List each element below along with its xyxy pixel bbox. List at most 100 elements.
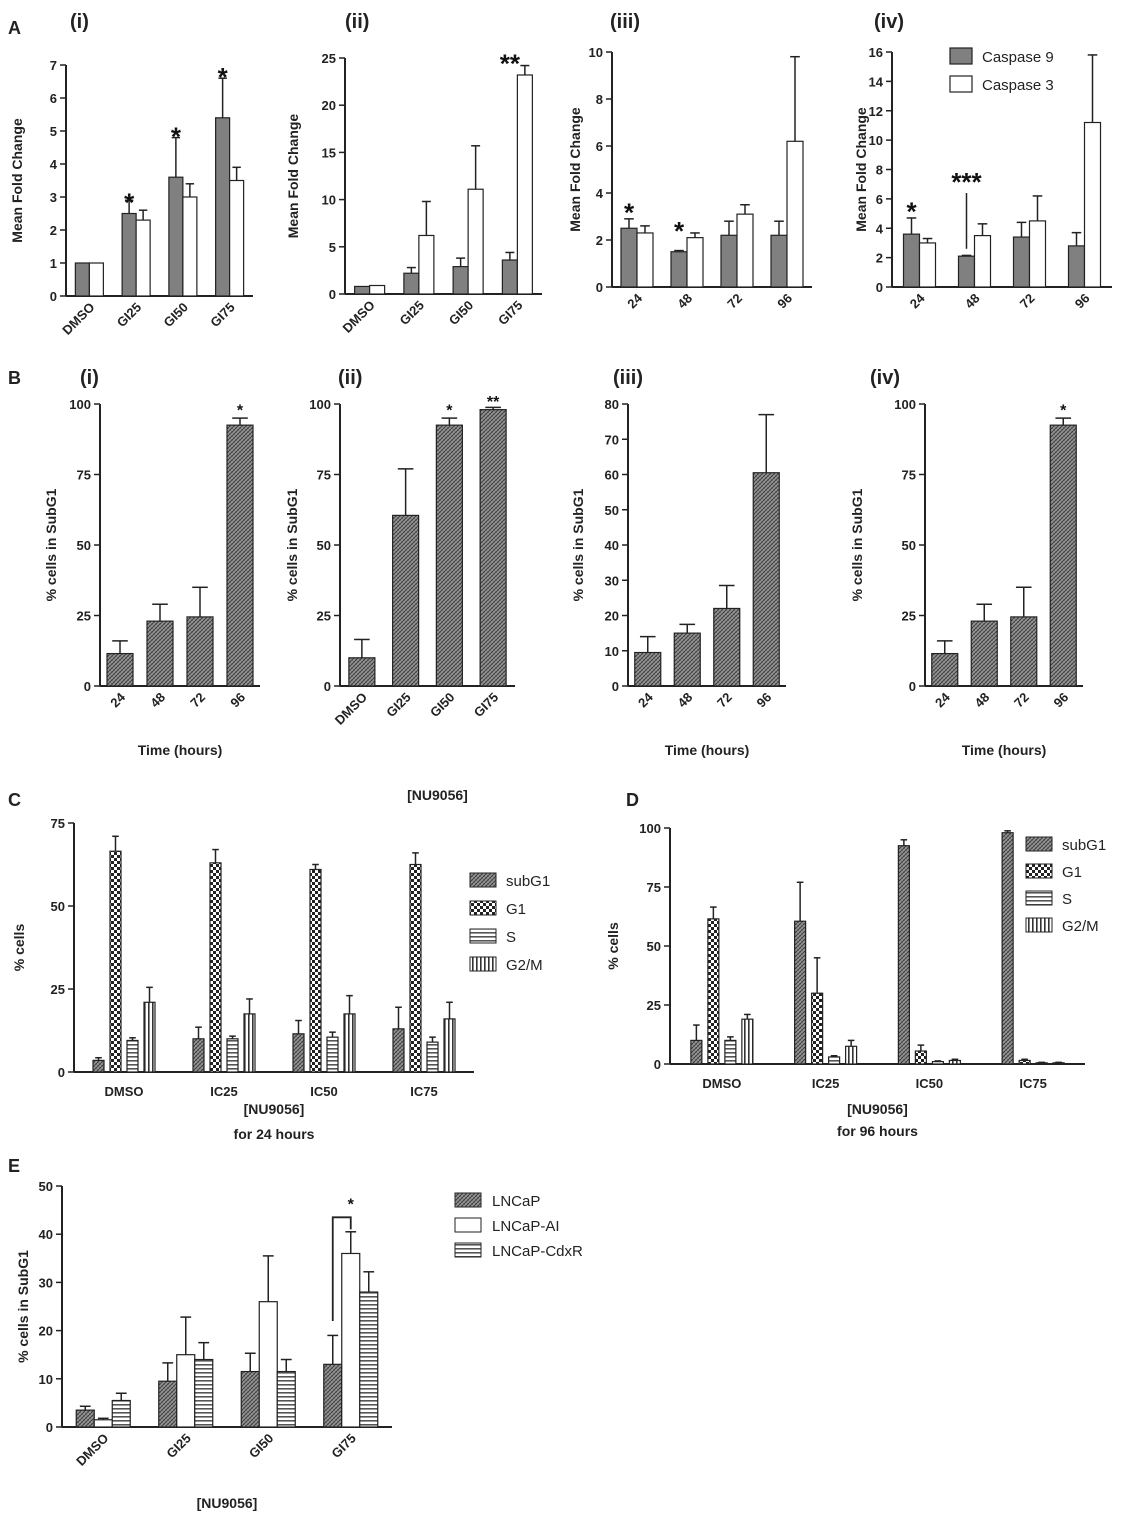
bar-E-s0-c2 xyxy=(240,1370,260,1428)
y-tick-label-A-iii: 4 xyxy=(596,186,604,201)
x-axis-label-E: [NU9056] xyxy=(197,1495,258,1511)
x-tick-label-C: IC25 xyxy=(210,1084,237,1099)
subtitle-B-iv: (iv) xyxy=(870,367,900,389)
bar-B-iii-s0-c0 xyxy=(634,651,662,687)
legend-swatch-g2m-C xyxy=(469,956,497,972)
y-tick-label-B-iv: 100 xyxy=(894,397,916,412)
y-tick-label-A-i: 3 xyxy=(50,190,57,205)
bar-B-iv-s0-c1 xyxy=(970,620,998,687)
bar-A-iii-s1-c2 xyxy=(736,213,754,288)
bar-D-s2-c1 xyxy=(828,1056,841,1065)
x-tick-label-A-iv: 72 xyxy=(1017,291,1038,312)
significance-A-i-1: * xyxy=(171,121,182,151)
y-tick-label-E: 30 xyxy=(39,1275,53,1290)
x-axis-label-B-iv: Time (hours) xyxy=(962,742,1047,758)
x-tick-label-E: DMSO xyxy=(73,1431,111,1469)
significance-A-ii-0: ** xyxy=(500,48,521,78)
legend-swatch-g1-D xyxy=(1025,863,1053,879)
y-tick-label-D: 75 xyxy=(647,880,661,895)
x-tick-label-A-i: GI25 xyxy=(114,300,145,331)
y-tick-label-A-i: 1 xyxy=(50,256,57,271)
y-tick-label-A-iii: 0 xyxy=(596,280,603,295)
bar-C-s2-c3 xyxy=(426,1041,439,1073)
y-tick-label-A-i: 5 xyxy=(50,124,57,139)
y-tick-label-A-iv: 12 xyxy=(869,104,883,119)
significance-B-i-0: * xyxy=(237,403,244,420)
chart-E: 0 10 20 30 40 50 DMSO GI25 GI50 GI75 % cells in Su… xyxy=(15,1179,392,1511)
x-tick-label-A-iv: 24 xyxy=(907,290,928,311)
bar-B-iii-s0-c3 xyxy=(752,472,780,687)
y-tick-label-A-iv: 4 xyxy=(876,221,884,236)
bar-D-s1-c2 xyxy=(914,1050,927,1065)
bar-B-iii-s0-c1 xyxy=(673,632,701,687)
legend-label-g2m-D: G2/M xyxy=(1062,918,1099,935)
y-tick-label-B-iii: 70 xyxy=(605,432,619,447)
y-tick-label-A-iv: 16 xyxy=(869,45,883,60)
y-tick-label-B-ii: 100 xyxy=(309,397,331,412)
bar-D-s1-c3 xyxy=(1018,1059,1031,1065)
chart-A-ii: (ii) 0 5 10 15 20 25 DMSO GI25 GI50 GI75 Mean Fold … xyxy=(285,11,542,336)
x-tick-label-B-i: 96 xyxy=(227,690,248,711)
y-tick-label-A-i: 2 xyxy=(50,223,57,238)
significance-A-i-0: * xyxy=(124,187,135,217)
bar-B-iv-s0-c2 xyxy=(1010,616,1038,687)
y-tick-label-B-i: 25 xyxy=(77,609,91,624)
bar-A-iv-s0-c2 xyxy=(1012,236,1031,288)
bar-E-s1-c3 xyxy=(341,1252,361,1428)
bar-C-s1-c0 xyxy=(109,850,122,1073)
y-tick-label-C: 25 xyxy=(51,982,65,997)
y-tick-label-A-iv: 6 xyxy=(876,192,883,207)
bar-A-ii-s0-c0 xyxy=(354,285,371,295)
panel-label-A: A xyxy=(8,18,21,38)
x-tick-label-D: DMSO xyxy=(702,1076,741,1091)
y-tick-label-B-i: 100 xyxy=(69,397,91,412)
x-tick-label-D: IC50 xyxy=(916,1076,943,1091)
x-tick-label-B-iii: 48 xyxy=(675,690,696,711)
legend-C: subG1 G1 S G2/M xyxy=(469,872,550,974)
bar-C-s2-c1 xyxy=(226,1038,239,1073)
bar-C-s0-c2 xyxy=(292,1033,305,1073)
x-tick-label-E: GI25 xyxy=(163,1431,194,1462)
x-tick-label-A-i: GI50 xyxy=(160,300,191,331)
significance-E-0: * xyxy=(348,1196,355,1213)
bar-B-iii-s0-c2 xyxy=(713,607,741,687)
legend-swatch-s-D xyxy=(1025,890,1053,906)
bar-B-i-s0-c1 xyxy=(146,620,174,687)
y-tick-label-A-i: 6 xyxy=(50,91,57,106)
bar-C-s1-c1 xyxy=(209,862,222,1073)
y-tick-label-A-ii: 10 xyxy=(322,193,336,208)
bar-A-i-s1-c2 xyxy=(182,196,198,297)
x-tick-label-A-i: DMSO xyxy=(59,300,97,338)
bar-E-s2-c3 xyxy=(359,1291,379,1428)
significance-bracket-E xyxy=(331,1216,352,1321)
y-tick-label-C: 75 xyxy=(51,816,65,831)
bar-E-s1-c2 xyxy=(258,1301,278,1428)
legend-swatch-g2m-D xyxy=(1025,917,1053,933)
legend-A: Caspase 9 Caspase 3 xyxy=(949,47,1054,94)
legend-swatch-lncap-cdxr xyxy=(454,1242,482,1258)
x-tick-label-A-iv: 48 xyxy=(962,291,983,312)
bar-A-i-s0-c0 xyxy=(74,262,90,297)
y-tick-label-E: 0 xyxy=(46,1420,53,1435)
bar-A-iv-s1-c2 xyxy=(1028,220,1047,288)
y-tick-label-B-ii: 0 xyxy=(324,679,331,694)
bar-A-i-s1-c0 xyxy=(88,262,104,297)
bar-A-ii-s0-c2 xyxy=(452,266,469,295)
bar-D-s3-c0 xyxy=(741,1018,754,1065)
bar-A-iii-s1-c1 xyxy=(686,237,704,288)
x-tick-label-B-iv: 48 xyxy=(972,690,993,711)
legend-swatch-subg1-D xyxy=(1025,836,1053,852)
bar-A-i-s0-c3 xyxy=(215,117,231,297)
x-tick-label-A-iii: 72 xyxy=(724,291,745,312)
bar-E-s1-c0 xyxy=(93,1419,113,1428)
y-tick-label-B-ii: 25 xyxy=(317,609,331,624)
y-tick-label-A-iv: 14 xyxy=(869,74,884,89)
significance-A-iv-1: *** xyxy=(951,167,982,197)
panel-label-B: B xyxy=(8,368,21,388)
bar-C-s0-c0 xyxy=(92,1059,105,1073)
x-axis-label-B-ii: [NU9056] xyxy=(407,787,468,803)
legend-label-subg1-D: subG1 xyxy=(1062,837,1106,854)
x-tick-label-C: IC75 xyxy=(410,1084,437,1099)
bar-B-ii-s0-c1 xyxy=(392,514,420,687)
